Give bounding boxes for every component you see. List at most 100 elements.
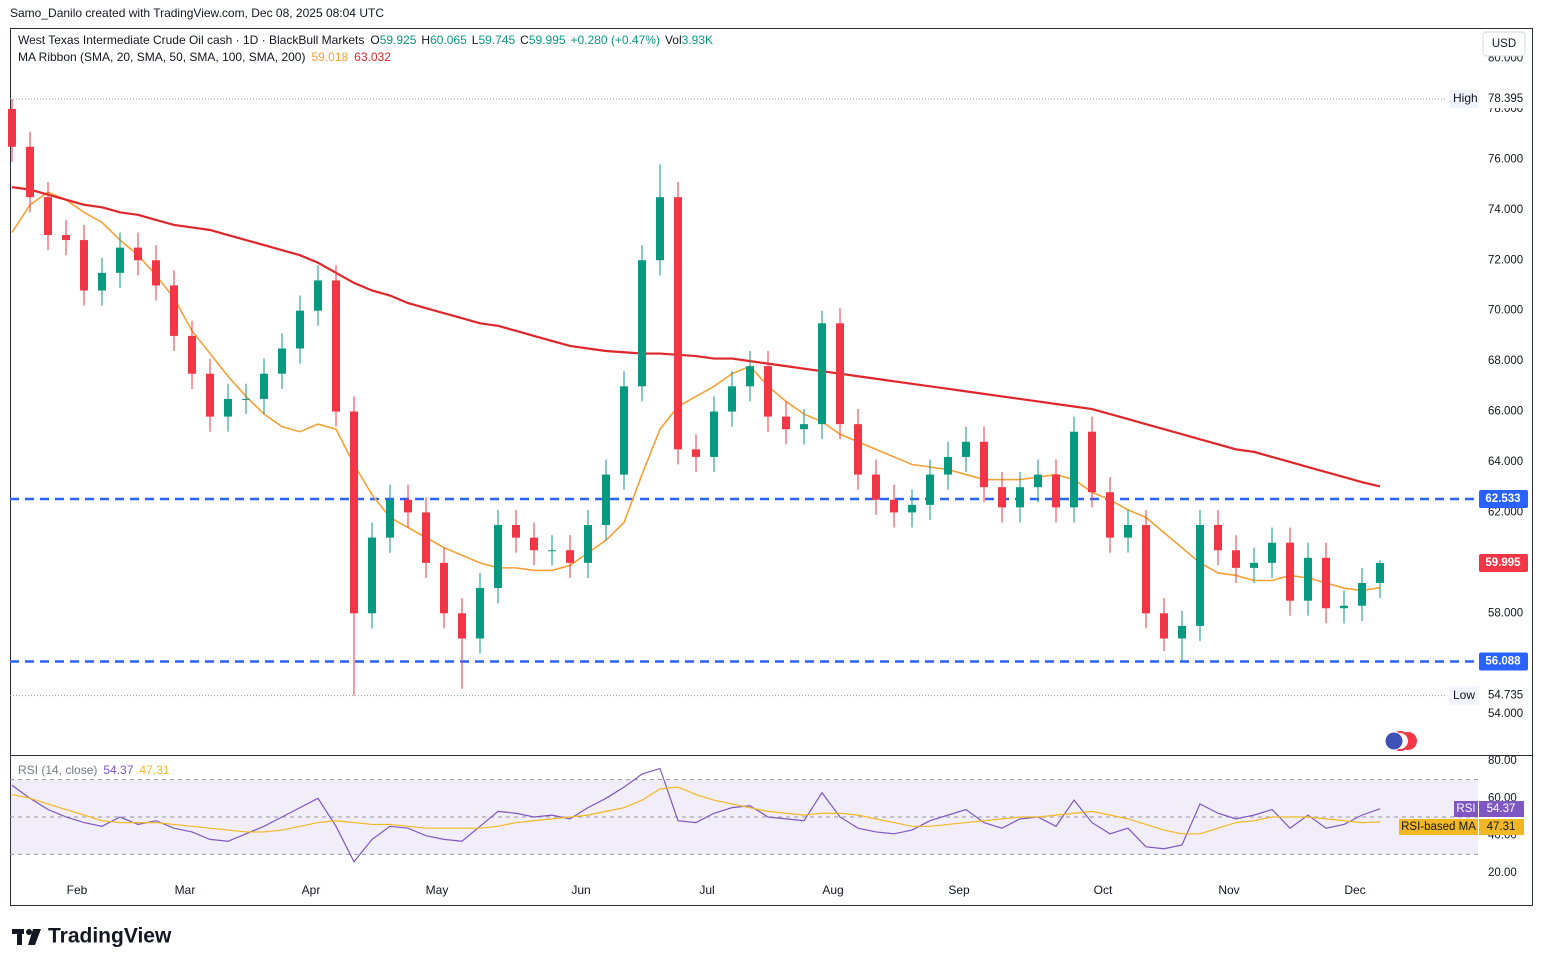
moving-average — [11, 186, 1381, 488]
brand: TradingView — [48, 925, 172, 948]
candle-body — [1070, 431, 1078, 508]
candle-body — [1340, 605, 1348, 609]
candle-body — [566, 550, 574, 563]
candle-body — [728, 386, 736, 412]
chart-legend: West Texas Intermediate Crude Oil cash ·… — [18, 33, 713, 47]
level-value: 56.088 — [1485, 656, 1521, 668]
extreme-value: 54.735 — [1488, 690, 1523, 702]
candle-body — [926, 474, 934, 505]
candle-body — [1034, 474, 1042, 488]
rsi-value: 47.31 — [1487, 821, 1516, 833]
candle-body — [1016, 487, 1024, 508]
candle-body — [260, 373, 268, 399]
y-tick-label: 70.000 — [1488, 305, 1523, 317]
candle-body — [872, 474, 880, 500]
x-tick-label: Sep — [948, 883, 970, 897]
rsi-legend: RSI (14, close) 54.37 47.31 — [18, 763, 170, 777]
quote-key: Vol — [665, 33, 682, 47]
candle-body — [818, 323, 826, 425]
rsi-value: 54.37 — [1487, 803, 1516, 815]
flag-icon — [1384, 731, 1417, 751]
candle-body — [440, 562, 448, 614]
rsi-name: RSI-based MA — [1401, 821, 1476, 833]
candle-body — [422, 512, 430, 563]
level-value: 62.533 — [1485, 493, 1520, 505]
rsi-value-badge — [1479, 819, 1524, 835]
last-price-badge — [1479, 553, 1528, 572]
x-tick-label: Jul — [699, 883, 714, 897]
candle-body — [1322, 557, 1330, 609]
quote-value: 3.93K — [682, 33, 713, 47]
rsi-name-badge — [1399, 819, 1478, 835]
flag-circle — [1384, 731, 1404, 751]
candle-body — [584, 525, 592, 563]
candle-body — [962, 441, 970, 457]
candle-body — [746, 366, 754, 387]
x-tick-label: Oct — [1094, 883, 1113, 897]
y-tick-label: 74.000 — [1488, 204, 1523, 216]
logo-stem — [17, 929, 22, 945]
rsi-line — [11, 786, 1381, 835]
candle-body — [1250, 562, 1258, 568]
level-badge — [1479, 489, 1528, 508]
candle-body — [386, 499, 394, 538]
candle-body — [674, 197, 682, 450]
y-tick-label: 54.000 — [1488, 708, 1523, 720]
candle-body — [548, 550, 556, 552]
rsi-name: RSI — [1456, 803, 1475, 815]
x-tick-label: Jun — [571, 883, 590, 897]
y-tick-label: 64.000 — [1488, 456, 1523, 468]
rsi-line — [11, 767, 1381, 863]
x-tick-label: Feb — [67, 883, 88, 897]
candle-body — [1196, 525, 1204, 626]
candle-body — [80, 240, 88, 291]
logo — [12, 929, 41, 945]
attribution: Samo_Danilo created with TradingView.com… — [10, 6, 384, 20]
candle-body — [368, 537, 376, 614]
y-tick-label: 62.000 — [1488, 506, 1523, 518]
level-badge — [1479, 652, 1528, 671]
candle-body — [602, 474, 610, 526]
currency-button[interactable] — [1482, 31, 1526, 57]
currency: USD — [1492, 38, 1516, 50]
candle-body — [116, 247, 124, 273]
extreme-value: 78.395 — [1488, 93, 1523, 105]
candle-body — [206, 373, 214, 417]
candle-body — [1358, 583, 1366, 606]
rsi-name-badge — [1454, 801, 1478, 817]
x-tick-label: Apr — [302, 883, 321, 897]
quote-value: +0.280 (+0.47%) — [571, 33, 660, 47]
extreme-label: High — [1453, 91, 1478, 105]
candle-body — [296, 310, 304, 349]
y-tick-label: 76.000 — [1488, 153, 1523, 165]
logo-slash — [28, 929, 41, 945]
candle-body — [8, 108, 16, 147]
x-tick-label: Nov — [1218, 883, 1239, 897]
candle-body — [188, 335, 196, 374]
candle-body — [314, 280, 322, 311]
candle-body — [1106, 492, 1114, 538]
candle-body — [998, 487, 1006, 508]
moving-average — [11, 191, 1381, 592]
candle-body — [908, 504, 916, 513]
candle-body — [782, 416, 790, 430]
candle-body — [1088, 431, 1096, 493]
quote-value: 59.745 — [478, 33, 515, 47]
candle-body — [494, 525, 502, 589]
candle-body — [476, 588, 484, 639]
candle-body — [44, 197, 52, 236]
y-tick-label: 68.000 — [1488, 355, 1523, 367]
y-tick-label: 58.000 — [1488, 607, 1523, 619]
candle-body — [332, 280, 340, 412]
y-tick-label: 66.000 — [1488, 406, 1523, 418]
candle-body — [1286, 542, 1294, 601]
candle-body — [530, 537, 538, 551]
rsi-tick-label: 80.00 — [1488, 755, 1517, 767]
quote-key: C — [520, 33, 529, 47]
candle-body — [1268, 542, 1276, 563]
x-tick-label: Dec — [1344, 883, 1365, 897]
candle-body — [764, 366, 772, 417]
extreme-tag — [1449, 686, 1479, 705]
